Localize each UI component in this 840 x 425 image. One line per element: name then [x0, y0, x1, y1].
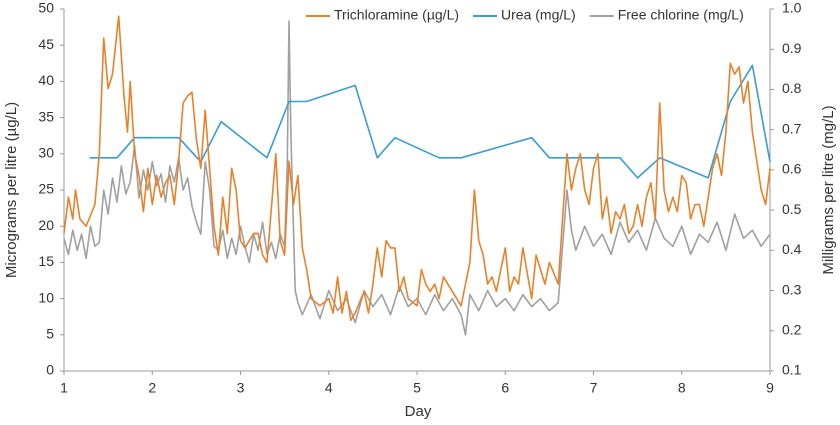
x-tick-label: 6 [501, 380, 509, 396]
y2-tick-label: 1.0 [782, 0, 802, 16]
y-tick-label: 30 [38, 145, 54, 161]
x-tick-label: 7 [590, 380, 598, 396]
y2-tick-label: 0.2 [782, 321, 802, 337]
x-tick-label: 9 [766, 380, 774, 396]
y-tick-label: 15 [38, 253, 54, 269]
y2-tick-label: 0.6 [782, 161, 802, 177]
x-tick-label: 2 [148, 380, 156, 396]
y-tick-label: 35 [38, 108, 54, 124]
x-tick-label: 1 [60, 380, 68, 396]
y2-tick-label: 0.8 [782, 80, 802, 96]
legend-label: Urea (mg/L) [501, 7, 576, 23]
y-tick-label: 25 [38, 181, 54, 197]
y-axis-title: Micrograms per litre (µg/L) [3, 102, 20, 278]
x-axis-title: Day [405, 403, 432, 420]
y2-tick-label: 0.5 [782, 201, 802, 217]
series-line [63, 15, 771, 322]
x-tick-label: 5 [413, 380, 421, 396]
y2-tick-label: 0.3 [782, 281, 802, 297]
x-tick-label: 4 [325, 380, 333, 396]
y-tick-label: 10 [38, 289, 54, 305]
y-tick-label: 0 [46, 362, 54, 378]
y2-tick-label: 0.4 [782, 241, 802, 257]
y2-tick-label: 0.1 [782, 362, 802, 378]
y-tick-label: 40 [38, 72, 54, 88]
y-tick-label: 50 [38, 0, 54, 16]
y2-tick-label: 0.9 [782, 40, 802, 56]
x-tick-label: 8 [678, 380, 686, 396]
y2-axis-title: Milligrams per litre (mg/L) [820, 105, 837, 274]
y-tick-label: 20 [38, 217, 54, 233]
legend-label: Free chlorine (mg/L) [618, 7, 744, 23]
y2-tick-label: 0.7 [782, 120, 802, 136]
x-tick-label: 3 [237, 380, 245, 396]
series-line [89, 64, 771, 179]
y-tick-label: 5 [46, 326, 54, 342]
y-tick-label: 45 [38, 36, 54, 52]
legend-label: Trichloramine (µg/L) [334, 7, 459, 23]
